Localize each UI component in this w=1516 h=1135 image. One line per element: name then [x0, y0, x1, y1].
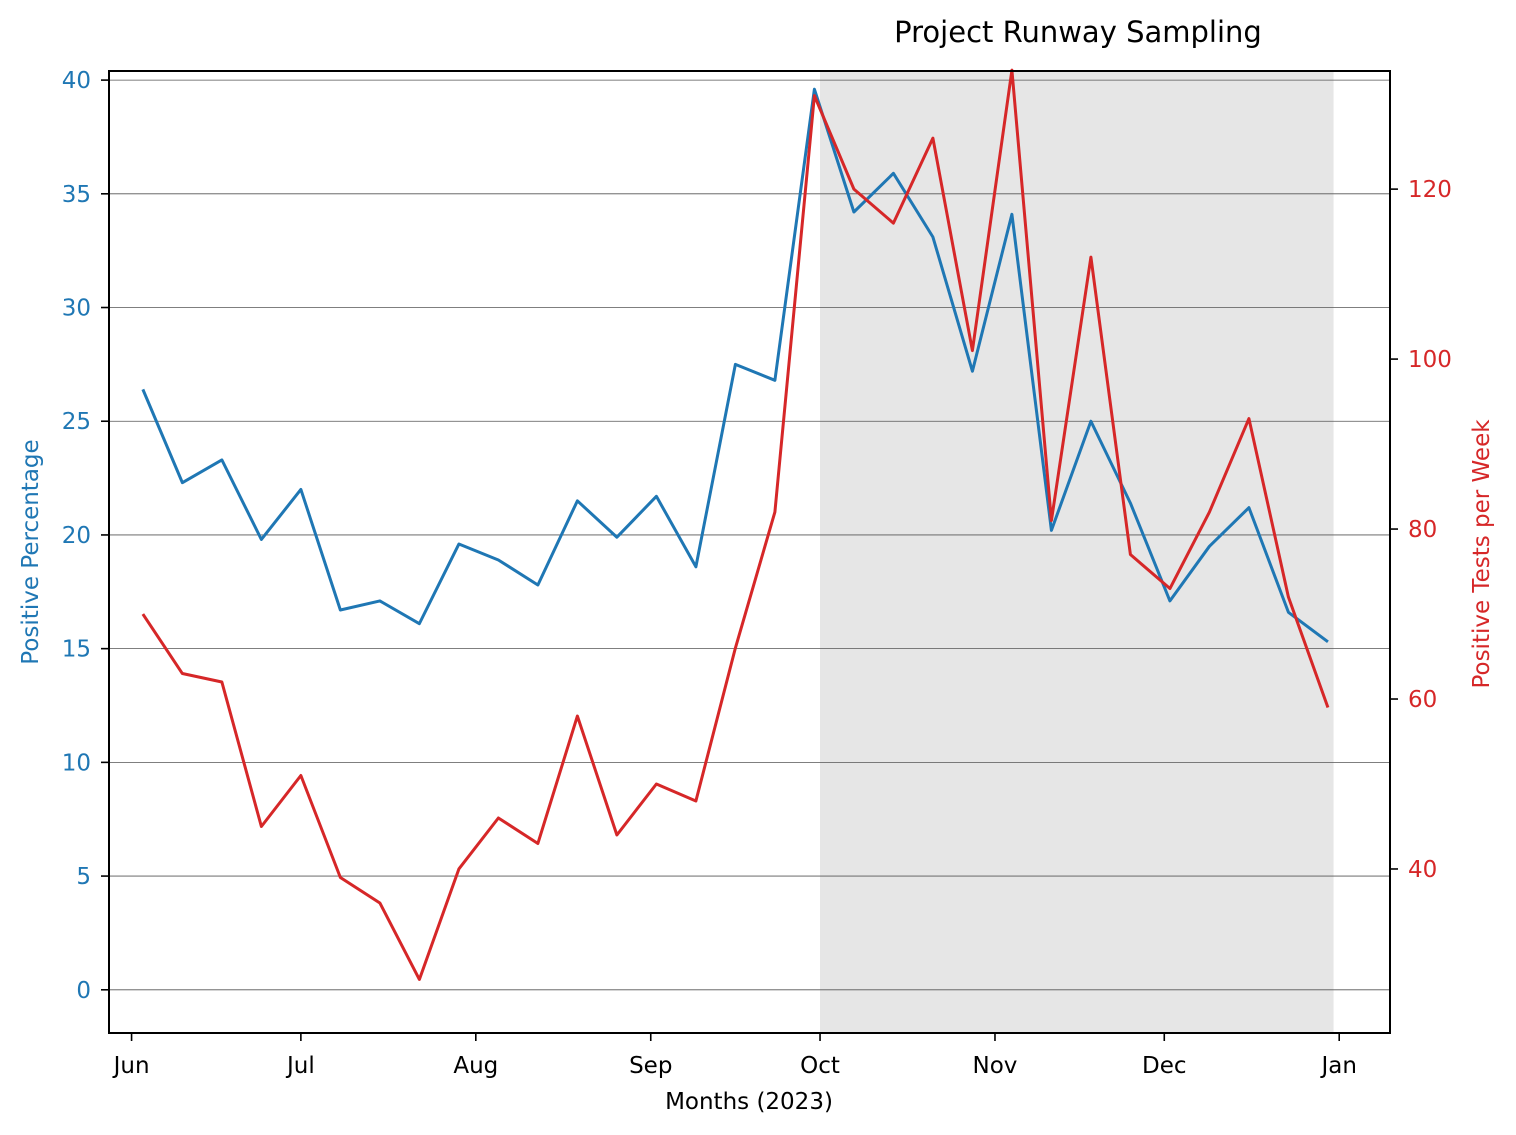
- left-y-axis-title: Positive Percentage: [18, 439, 44, 664]
- left-y-tick-label: 35: [62, 182, 91, 208]
- x-tick-label: Sep: [629, 1053, 672, 1079]
- x-tick-label: Nov: [973, 1053, 1018, 1079]
- left-y-tick-label: 0: [76, 978, 91, 1004]
- left-y-tick-label: 15: [62, 637, 91, 663]
- right-y-tick-label: 80: [1408, 517, 1437, 543]
- left-y-tick-label: 5: [76, 864, 91, 890]
- right-y-tick-label: 60: [1408, 687, 1437, 713]
- x-ticks-layer: Jun Jul Aug Sep Oct Nov Dec Jan: [112, 1033, 1357, 1079]
- positive-percentage-line: [141, 87, 1329, 644]
- shaded-region-layer: [820, 71, 1334, 1033]
- left-y-tick-label: 20: [62, 523, 91, 549]
- x-tick-label: Aug: [453, 1053, 498, 1079]
- x-tick-label: Oct: [800, 1053, 840, 1079]
- x-axis-title: Months (2023): [665, 1089, 833, 1115]
- shaded-region: [820, 71, 1334, 1033]
- right-y-tick-label: 40: [1408, 857, 1437, 883]
- left-y-tick-label: 30: [62, 296, 91, 322]
- left-y-ticks-layer: 0 5 10 15 20 25 30 35 40: [62, 68, 109, 1004]
- series-lines-layer: [141, 68, 1330, 981]
- right-y-tick-label: 100: [1408, 347, 1452, 373]
- gridlines-layer: [109, 79, 1390, 991]
- x-tick-label: Jun: [112, 1053, 150, 1079]
- right-y-axis-title: Positive Tests per Week: [1469, 419, 1495, 689]
- left-y-tick-label: 10: [62, 750, 91, 776]
- left-y-tick-label: 25: [62, 409, 91, 435]
- right-y-ticks-layer: 40 60 80 100 120: [1390, 177, 1452, 883]
- x-tick-label: Dec: [1142, 1053, 1187, 1079]
- positive-tests-line: [141, 68, 1330, 981]
- chart-title: Project Runway Sampling: [894, 15, 1262, 49]
- left-y-tick-label: 40: [62, 68, 91, 94]
- plot-frame: [108, 70, 1391, 1034]
- x-tick-label: Jan: [1319, 1053, 1356, 1079]
- right-y-tick-label: 120: [1408, 177, 1452, 203]
- x-tick-label: Jul: [285, 1053, 315, 1079]
